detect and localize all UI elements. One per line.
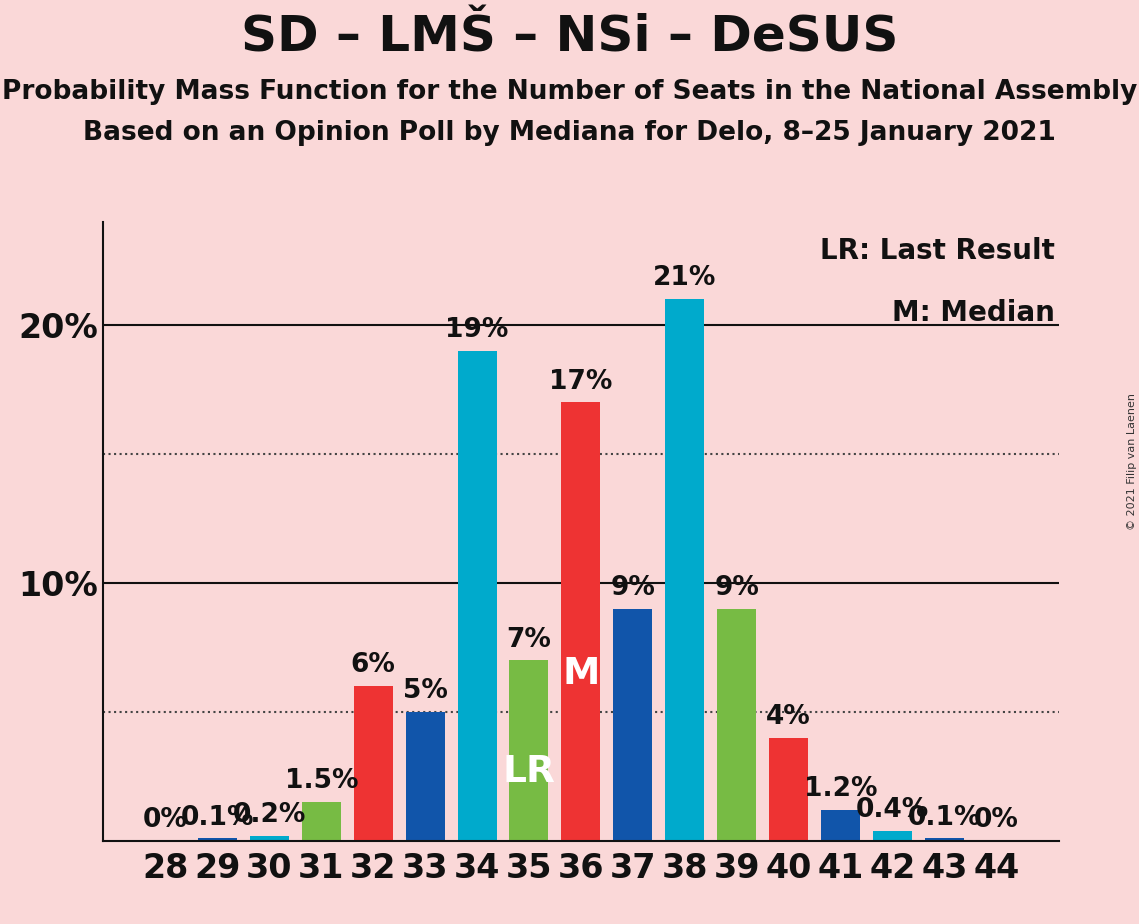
Bar — [302, 802, 341, 841]
Bar — [665, 299, 704, 841]
Text: 9%: 9% — [611, 575, 655, 601]
Text: 19%: 19% — [445, 317, 509, 343]
Bar — [509, 661, 549, 841]
Text: © 2021 Filip van Laenen: © 2021 Filip van Laenen — [1126, 394, 1137, 530]
Text: 17%: 17% — [549, 369, 613, 395]
Text: 5%: 5% — [403, 678, 448, 704]
Text: M: M — [563, 656, 599, 692]
Text: 0%: 0% — [144, 807, 188, 833]
Bar — [613, 609, 653, 841]
Bar — [354, 686, 393, 841]
Bar — [769, 737, 808, 841]
Text: 0%: 0% — [974, 807, 1018, 833]
Bar — [405, 711, 444, 841]
Text: LR: LR — [502, 754, 556, 790]
Text: 1.5%: 1.5% — [285, 769, 358, 795]
Bar — [458, 351, 497, 841]
Text: 0.4%: 0.4% — [855, 796, 929, 822]
Bar — [925, 838, 964, 841]
Text: SD – LMŠ – NSi – DeSUS: SD – LMŠ – NSi – DeSUS — [240, 14, 899, 62]
Text: Probability Mass Function for the Number of Seats in the National Assembly: Probability Mass Function for the Number… — [2, 79, 1137, 104]
Bar — [821, 809, 860, 841]
Text: 1.2%: 1.2% — [804, 776, 877, 802]
Text: 6%: 6% — [351, 652, 395, 678]
Text: 0.2%: 0.2% — [232, 802, 306, 828]
Text: 4%: 4% — [767, 704, 811, 730]
Bar — [718, 609, 756, 841]
Text: M: Median: M: Median — [892, 299, 1055, 327]
Bar — [872, 831, 912, 841]
Text: 0.1%: 0.1% — [181, 805, 254, 831]
Bar — [562, 402, 600, 841]
Bar — [249, 835, 289, 841]
Text: 7%: 7% — [507, 626, 551, 652]
Text: 0.1%: 0.1% — [908, 805, 981, 831]
Text: Based on an Opinion Poll by Mediana for Delo, 8–25 January 2021: Based on an Opinion Poll by Mediana for … — [83, 120, 1056, 146]
Bar — [198, 838, 237, 841]
Text: 21%: 21% — [653, 265, 716, 291]
Text: 9%: 9% — [714, 575, 759, 601]
Text: LR: Last Result: LR: Last Result — [820, 237, 1055, 265]
